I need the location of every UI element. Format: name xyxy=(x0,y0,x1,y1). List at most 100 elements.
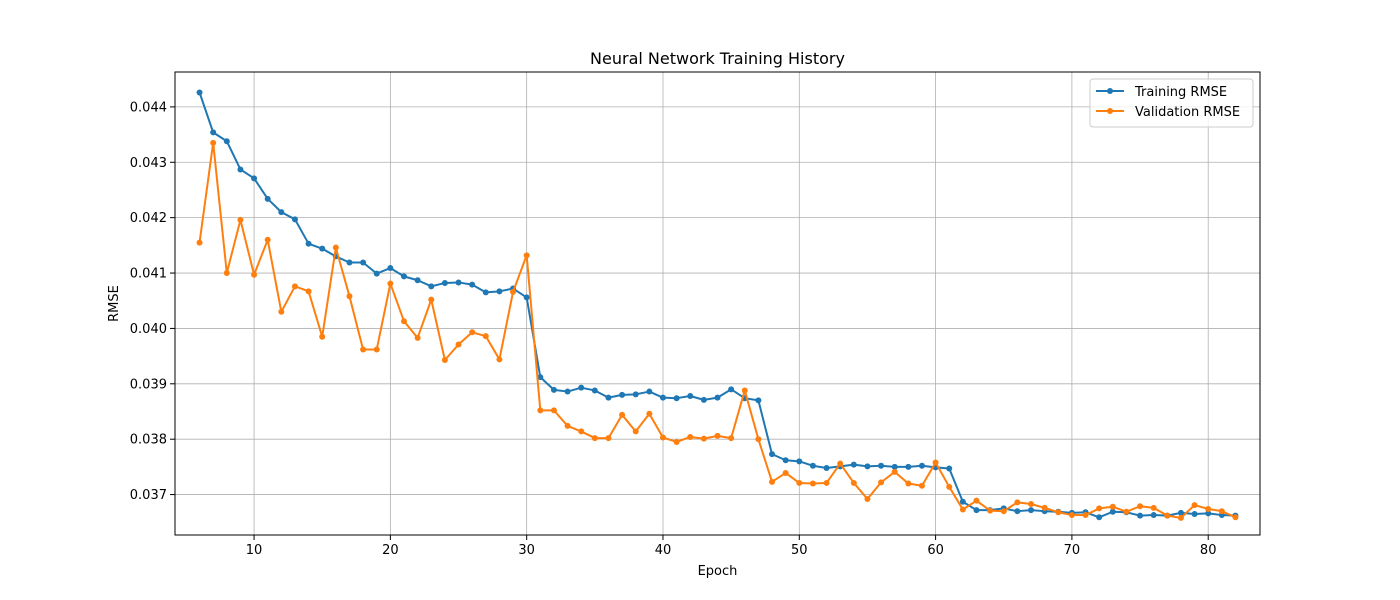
data-point-validation-rmse xyxy=(455,341,462,348)
legend-marker-training xyxy=(1107,88,1113,94)
data-point-validation-rmse xyxy=(428,296,435,303)
data-point-training-rmse xyxy=(605,394,612,401)
data-point-training-rmse xyxy=(1014,508,1021,515)
data-point-training-rmse xyxy=(728,386,735,393)
data-point-training-rmse xyxy=(564,388,571,395)
data-point-validation-rmse xyxy=(346,293,353,300)
data-point-validation-rmse xyxy=(496,356,503,363)
data-point-training-rmse xyxy=(196,89,203,96)
data-point-validation-rmse xyxy=(537,407,544,414)
data-point-validation-rmse xyxy=(1041,504,1048,511)
data-point-training-rmse xyxy=(823,464,830,471)
data-point-validation-rmse xyxy=(251,271,258,278)
data-point-training-rmse xyxy=(223,138,230,145)
data-point-validation-rmse xyxy=(278,308,285,315)
y-tick-label: 0.043 xyxy=(130,156,167,171)
data-point-training-rmse xyxy=(237,166,244,173)
data-point-training-rmse xyxy=(959,498,966,505)
data-point-training-rmse xyxy=(1205,510,1212,517)
data-point-validation-rmse xyxy=(1137,503,1144,510)
grid xyxy=(175,72,1260,535)
data-point-training-rmse xyxy=(278,209,285,216)
data-point-training-rmse xyxy=(523,294,530,301)
data-point-validation-rmse xyxy=(987,507,994,514)
data-point-validation-rmse xyxy=(237,216,244,223)
data-point-training-rmse xyxy=(537,374,544,381)
y-tick-label: 0.044 xyxy=(130,100,167,115)
data-point-training-rmse xyxy=(619,391,626,398)
x-tick-label: 80 xyxy=(1200,543,1217,558)
data-point-validation-rmse xyxy=(305,288,312,295)
data-point-training-rmse xyxy=(850,461,857,468)
data-point-training-rmse xyxy=(455,279,462,286)
data-point-validation-rmse xyxy=(1109,503,1116,510)
data-point-training-rmse xyxy=(918,462,925,469)
data-point-training-rmse xyxy=(1096,514,1103,521)
data-point-training-rmse xyxy=(796,458,803,465)
data-point-training-rmse xyxy=(687,392,694,399)
x-tick-label: 40 xyxy=(655,543,672,558)
data-point-training-rmse xyxy=(428,283,435,290)
data-point-training-rmse xyxy=(414,277,421,284)
data-point-validation-rmse xyxy=(469,329,476,336)
data-point-training-rmse xyxy=(809,462,816,469)
data-point-validation-rmse xyxy=(646,410,653,417)
data-point-validation-rmse xyxy=(932,459,939,466)
data-point-training-rmse xyxy=(782,457,789,464)
data-point-training-rmse xyxy=(210,129,217,136)
data-point-validation-rmse xyxy=(387,280,394,287)
data-point-validation-rmse xyxy=(605,435,612,442)
y-tick-label: 0.039 xyxy=(130,377,167,392)
data-point-training-rmse xyxy=(578,384,585,391)
data-point-validation-rmse xyxy=(291,283,298,290)
data-point-training-rmse xyxy=(373,270,380,277)
data-point-validation-rmse xyxy=(837,460,844,467)
data-point-validation-rmse xyxy=(796,479,803,486)
data-point-validation-rmse xyxy=(1191,502,1198,509)
data-point-validation-rmse xyxy=(400,318,407,325)
data-point-validation-rmse xyxy=(1082,512,1089,519)
y-tick-label: 0.042 xyxy=(130,211,167,226)
data-point-training-rmse xyxy=(646,388,653,395)
data-point-training-rmse xyxy=(251,175,258,182)
legend: Training RMSE Validation RMSE xyxy=(1089,78,1254,128)
x-tick-label: 20 xyxy=(382,543,399,558)
data-point-validation-rmse xyxy=(959,506,966,513)
data-point-validation-rmse xyxy=(632,428,639,435)
y-tick-label: 0.037 xyxy=(130,488,167,503)
data-point-training-rmse xyxy=(591,387,598,394)
data-point-training-rmse xyxy=(878,462,885,469)
data-point-validation-rmse xyxy=(1205,505,1212,512)
data-point-validation-rmse xyxy=(1068,512,1075,519)
x-tick-label: 50 xyxy=(791,543,808,558)
data-point-validation-rmse xyxy=(523,252,530,259)
x-tick-label: 70 xyxy=(1064,543,1081,558)
data-point-training-rmse xyxy=(319,245,326,252)
data-point-training-rmse xyxy=(864,463,871,470)
data-point-training-rmse xyxy=(469,281,476,288)
data-point-training-rmse xyxy=(1150,512,1157,519)
data-point-validation-rmse xyxy=(332,244,339,251)
y-tick-label: 0.038 xyxy=(130,433,167,448)
series-layer xyxy=(196,89,1239,521)
y-tick-label: 0.041 xyxy=(130,267,167,282)
data-point-training-rmse xyxy=(714,394,721,401)
data-point-validation-rmse xyxy=(905,480,912,487)
data-point-validation-rmse xyxy=(659,434,666,441)
chart-title: Neural Network Training History xyxy=(590,49,845,68)
data-point-validation-rmse xyxy=(973,497,980,504)
data-point-validation-rmse xyxy=(918,482,925,489)
legend-box xyxy=(1089,78,1254,128)
data-point-validation-rmse xyxy=(850,479,857,486)
data-point-training-rmse xyxy=(1109,508,1116,515)
x-tick-label: 60 xyxy=(927,543,944,558)
data-point-validation-rmse xyxy=(741,387,748,394)
x-tick-label: 10 xyxy=(246,543,263,558)
data-point-validation-rmse xyxy=(864,496,871,502)
ticks: 10 20 30 40 50 60 70 80 0.037 0.038 0.039 0.040 0.04… xyxy=(130,100,1217,558)
data-point-validation-rmse xyxy=(823,479,830,486)
data-point-validation-rmse xyxy=(782,469,789,476)
data-point-validation-rmse xyxy=(809,480,816,487)
data-point-training-rmse xyxy=(973,507,980,514)
data-point-validation-rmse xyxy=(578,428,585,435)
